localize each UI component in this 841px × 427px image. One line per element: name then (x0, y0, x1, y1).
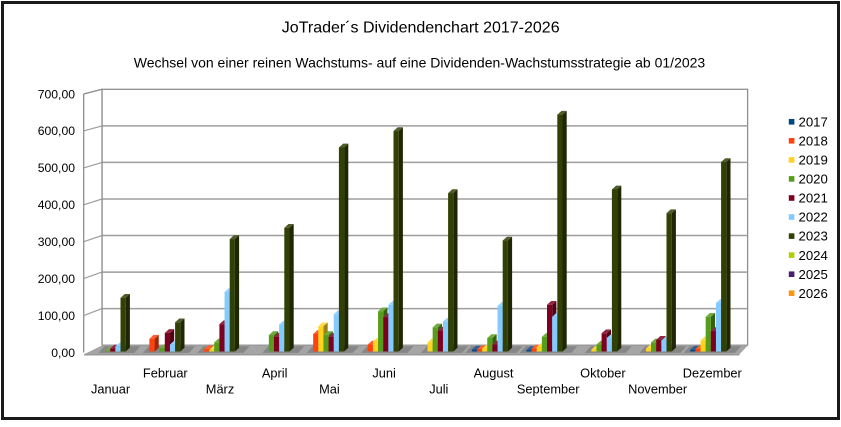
svg-text:0,00: 0,00 (51, 346, 75, 360)
svg-text:Januar: Januar (91, 382, 131, 397)
svg-text:200,00: 200,00 (38, 272, 75, 286)
svg-text:Februar: Februar (143, 366, 189, 381)
svg-text:2020: 2020 (799, 172, 828, 187)
svg-text:September: September (517, 382, 580, 397)
svg-text:2026: 2026 (799, 286, 828, 301)
svg-text:500,00: 500,00 (38, 161, 75, 175)
svg-text:400,00: 400,00 (38, 198, 75, 212)
svg-text:März: März (206, 382, 234, 397)
svg-text:April: April (262, 366, 288, 381)
svg-text:2019: 2019 (799, 153, 828, 168)
svg-text:Mai: Mai (319, 382, 340, 397)
svg-text:2025: 2025 (799, 267, 828, 282)
svg-text:2023: 2023 (799, 229, 828, 244)
svg-text:Dezember: Dezember (683, 366, 743, 381)
svg-text:2024: 2024 (799, 248, 828, 263)
svg-text:100,00: 100,00 (38, 309, 75, 323)
svg-text:Juni: Juni (372, 366, 395, 381)
svg-text:600,00: 600,00 (38, 124, 75, 138)
svg-text:Oktober: Oktober (580, 366, 626, 381)
svg-text:2022: 2022 (799, 210, 828, 225)
svg-text:300,00: 300,00 (38, 235, 75, 249)
svg-text:2018: 2018 (799, 133, 828, 148)
svg-text:JoTrader´s Dividendenchart 201: JoTrader´s Dividendenchart 2017-2026 (282, 20, 560, 37)
svg-text:2017: 2017 (799, 114, 828, 129)
svg-text:Juli: Juli (429, 382, 448, 397)
svg-text:November: November (628, 382, 688, 397)
svg-text:Wechsel von einer reinen Wachs: Wechsel von einer reinen Wachstums- auf … (134, 55, 706, 71)
svg-text:August: August (474, 366, 514, 381)
svg-text:2021: 2021 (799, 191, 828, 206)
svg-text:700,00: 700,00 (38, 87, 75, 101)
